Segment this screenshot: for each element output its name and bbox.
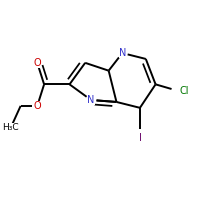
Text: I: I [139, 133, 141, 143]
Text: N: N [87, 95, 95, 105]
Text: H₃C: H₃C [3, 123, 19, 132]
Text: O: O [33, 58, 41, 68]
Text: O: O [33, 101, 41, 111]
Text: Cl: Cl [179, 86, 189, 96]
Text: N: N [119, 48, 126, 58]
